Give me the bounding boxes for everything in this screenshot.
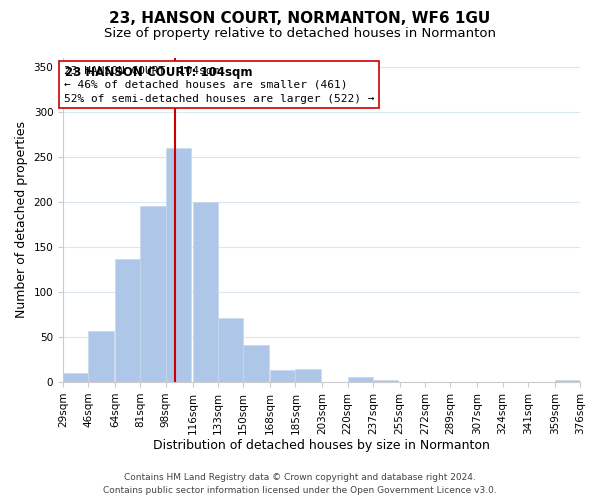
Bar [218, 318, 243, 382]
Bar [166, 148, 191, 382]
Bar [295, 370, 321, 382]
X-axis label: Distribution of detached houses by size in Normanton: Distribution of detached houses by size … [153, 440, 490, 452]
Text: 23, HANSON COURT, NORMANTON, WF6 1GU: 23, HANSON COURT, NORMANTON, WF6 1GU [109, 11, 491, 26]
Bar [347, 376, 373, 382]
Bar [140, 206, 166, 382]
Bar [115, 260, 140, 382]
Bar [63, 373, 88, 382]
Text: 23 HANSON COURT: 104sqm
← 46% of detached houses are smaller (461)
52% of semi-d: 23 HANSON COURT: 104sqm ← 46% of detache… [64, 66, 374, 104]
Bar [270, 370, 295, 382]
Y-axis label: Number of detached properties: Number of detached properties [15, 122, 28, 318]
Bar [554, 380, 580, 382]
Text: 23 HANSON COURT: 104sqm: 23 HANSON COURT: 104sqm [65, 66, 253, 80]
Bar [193, 202, 218, 382]
Text: Contains HM Land Registry data © Crown copyright and database right 2024.
Contai: Contains HM Land Registry data © Crown c… [103, 474, 497, 495]
Bar [373, 380, 398, 382]
Bar [88, 330, 113, 382]
Text: Size of property relative to detached houses in Normanton: Size of property relative to detached ho… [104, 27, 496, 40]
Bar [243, 345, 269, 382]
